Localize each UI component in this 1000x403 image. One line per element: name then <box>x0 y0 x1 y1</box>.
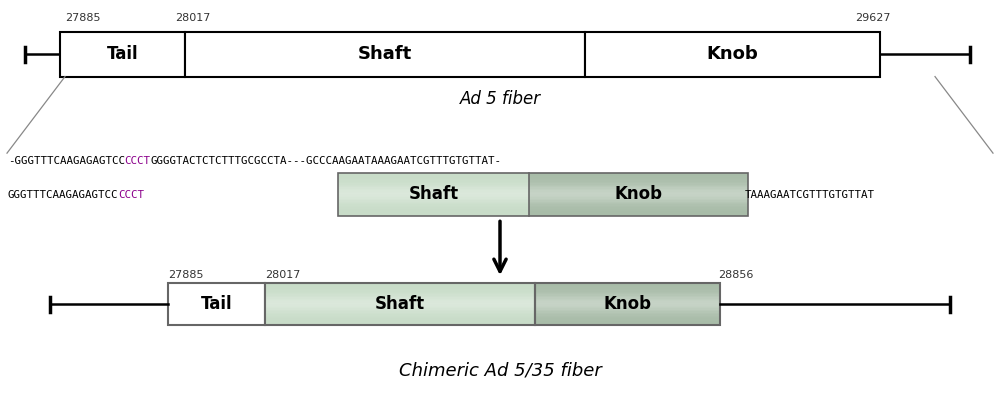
Bar <box>265 285 720 286</box>
Text: -GGGTTTCAAGAGAGTCC: -GGGTTTCAAGAGAGTCC <box>8 156 125 166</box>
Bar <box>338 176 748 177</box>
Bar <box>265 287 720 289</box>
Text: CCCT: CCCT <box>118 191 144 200</box>
Text: Shaft: Shaft <box>375 295 425 313</box>
Bar <box>338 202 748 203</box>
Text: 27885: 27885 <box>168 270 204 280</box>
Bar <box>338 185 748 186</box>
Bar <box>265 292 720 293</box>
Bar <box>265 293 720 294</box>
Text: Chimeric Ad 5/35 fiber: Chimeric Ad 5/35 fiber <box>399 362 601 380</box>
Bar <box>338 204 748 206</box>
Text: GGGGTACTCTCTTTGCGCCTA---GCCCAAGAATAAAGAATCGTTTGTGTTAT-: GGGGTACTCTCTTTGCGCCTA---GCCCAAGAATAAAGAA… <box>150 156 501 166</box>
Text: 29627: 29627 <box>855 13 891 23</box>
Text: Knob: Knob <box>707 46 758 63</box>
Bar <box>338 173 748 216</box>
Bar <box>338 173 748 175</box>
Bar <box>535 283 720 326</box>
Bar <box>338 187 748 189</box>
Bar <box>265 313 720 314</box>
Bar <box>168 283 265 326</box>
Bar <box>265 321 720 322</box>
Bar <box>265 322 720 324</box>
Text: Tail: Tail <box>107 46 138 63</box>
Bar <box>265 307 720 309</box>
Bar <box>265 290 720 292</box>
Bar <box>265 299 720 300</box>
Bar <box>265 316 720 317</box>
Bar <box>265 297 720 299</box>
Bar <box>338 177 748 179</box>
Text: CCCT: CCCT <box>125 156 151 166</box>
Text: Knob: Knob <box>614 185 662 204</box>
Bar <box>338 175 748 176</box>
Bar <box>338 186 748 187</box>
Bar <box>338 213 748 214</box>
Bar <box>265 300 720 301</box>
Bar <box>338 183 748 185</box>
Bar <box>585 32 880 77</box>
Bar <box>265 283 535 326</box>
Bar <box>338 181 748 182</box>
Bar <box>265 310 720 311</box>
Bar <box>338 189 748 190</box>
Text: Shaft: Shaft <box>408 185 458 204</box>
Bar <box>265 314 720 316</box>
Bar <box>265 289 720 290</box>
Bar <box>338 214 748 216</box>
Bar <box>265 296 720 297</box>
Bar <box>338 209 748 210</box>
Bar <box>265 320 720 321</box>
Bar <box>338 196 748 197</box>
Bar <box>338 193 748 194</box>
Bar <box>338 203 748 204</box>
Bar <box>265 301 720 303</box>
Bar <box>529 173 748 216</box>
Bar <box>338 200 748 202</box>
Bar <box>338 197 748 199</box>
Bar <box>265 305 720 307</box>
Bar <box>265 303 720 304</box>
Bar <box>338 179 748 181</box>
Bar <box>265 318 720 320</box>
Bar <box>338 211 748 213</box>
Text: 27885: 27885 <box>65 13 100 23</box>
Text: 28017: 28017 <box>265 270 300 280</box>
Bar <box>338 190 748 192</box>
Text: GGGTTTCAAGAGAGTCC: GGGTTTCAAGAGAGTCC <box>8 191 119 200</box>
Bar <box>265 309 720 310</box>
Text: Tail: Tail <box>201 295 232 313</box>
Bar <box>60 32 185 77</box>
Bar <box>265 294 720 296</box>
Text: 28017: 28017 <box>175 13 210 23</box>
Bar <box>185 32 585 77</box>
Bar <box>265 304 720 305</box>
Bar <box>338 199 748 200</box>
Text: Ad 5 fiber: Ad 5 fiber <box>459 90 541 108</box>
Bar <box>535 283 720 326</box>
Text: TAAAGAATCGTTTGTGTTAT: TAAAGAATCGTTTGTGTTAT <box>745 191 875 200</box>
Bar <box>265 283 535 326</box>
Bar <box>265 317 720 318</box>
Text: Knob: Knob <box>604 295 652 313</box>
Bar <box>338 206 748 207</box>
Text: 28856: 28856 <box>718 270 753 280</box>
Bar <box>338 173 529 216</box>
Bar <box>265 283 720 285</box>
Text: Shaft: Shaft <box>358 46 412 63</box>
Bar <box>338 210 748 211</box>
Bar <box>265 311 720 313</box>
Bar <box>338 207 748 209</box>
Bar <box>338 192 748 193</box>
Bar <box>265 324 720 326</box>
Bar <box>338 182 748 183</box>
Bar <box>265 286 720 287</box>
Bar <box>338 195 748 196</box>
